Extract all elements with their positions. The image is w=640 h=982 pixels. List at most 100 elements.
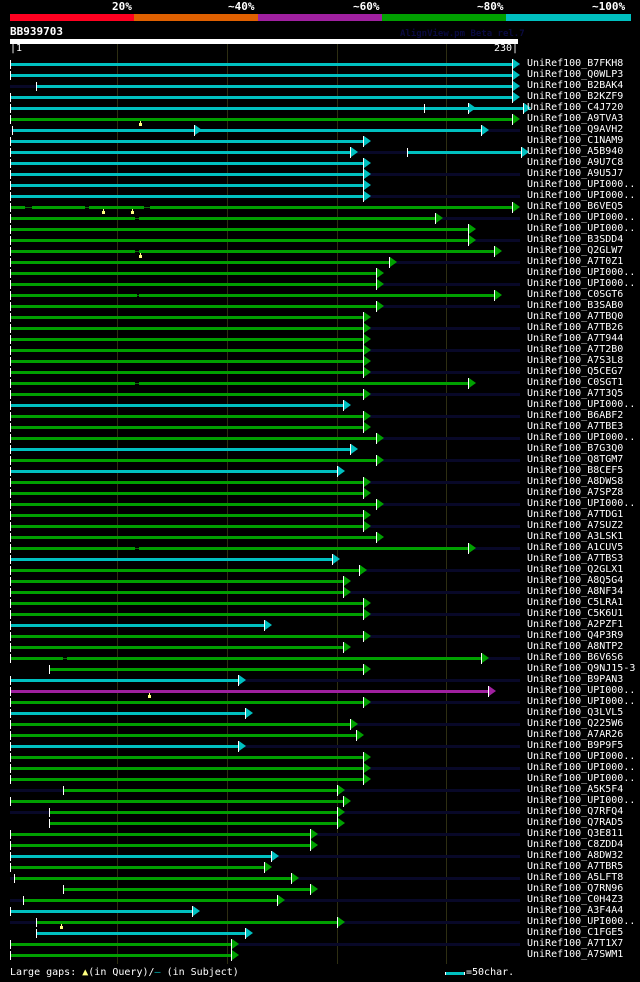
hit-label[interactable]: UniRef100_C0SGT1 (527, 377, 624, 388)
hit-label[interactable]: UniRef100_UPI000.. (527, 223, 636, 234)
hit-label[interactable]: UniRef100_UPI000.. (527, 179, 636, 190)
hit-label[interactable]: UniRef100_UPI000.. (527, 795, 636, 806)
alignment-end-edge (238, 741, 239, 752)
alignment-bar (10, 833, 310, 836)
hit-label[interactable]: UniRef100_UPI000.. (527, 916, 636, 927)
hit-label[interactable]: UniRef100_Q0WLP3 (527, 69, 624, 80)
hit-label[interactable]: UniRef100_A7TBE3 (527, 421, 624, 432)
alignment-start-tick (10, 467, 11, 476)
hit-label[interactable]: UniRef100_A8DW32 (527, 850, 624, 861)
hit-label[interactable]: UniRef100_A7S3L8 (527, 355, 624, 366)
hit-label[interactable]: UniRef100_A7TBS3 (527, 553, 624, 564)
hit-label[interactable]: UniRef100_UPI000.. (527, 278, 636, 289)
hit-label[interactable]: UniRef100_UPI000.. (527, 212, 636, 223)
hit-label[interactable]: UniRef100_A7TB26 (527, 322, 624, 333)
alignment-start-tick (10, 247, 11, 256)
hit-label[interactable]: UniRef100_Q2GLX1 (527, 564, 624, 575)
hit-label[interactable]: UniRef100_A7TBQ0 (527, 311, 624, 322)
alignment-bar (10, 547, 468, 550)
hit-label[interactable]: UniRef100_B3SDD4 (527, 234, 624, 245)
hit-label[interactable]: UniRef100_Q3E811 (527, 828, 624, 839)
hit-label[interactable]: UniRef100_A9TVA3 (527, 113, 624, 124)
hit-label[interactable]: UniRef100_A8DWS8 (527, 476, 624, 487)
hit-label[interactable]: UniRef100_C0SGT6 (527, 289, 624, 300)
hit-label[interactable]: UniRef100_B8CEF5 (527, 465, 624, 476)
hit-label[interactable]: UniRef100_Q5CEG7 (527, 366, 624, 377)
hit-label[interactable]: UniRef100_UPI000.. (527, 762, 636, 773)
hit-label[interactable]: UniRef100_UPI000.. (527, 751, 636, 762)
hit-label[interactable]: UniRef100_C1FGE5 (527, 927, 624, 938)
hit-label[interactable]: UniRef100_Q7RN96 (527, 883, 624, 894)
hit-label[interactable]: UniRef100_UPI000.. (527, 773, 636, 784)
hit-label[interactable]: UniRef100_A7T3Q5 (527, 388, 624, 399)
alignment-start-tick (10, 500, 11, 509)
hit-label[interactable]: UniRef100_B3SAB0 (527, 300, 624, 311)
hit-label[interactable]: UniRef100_A9U7C8 (527, 157, 624, 168)
hit-label[interactable]: UniRef100_B9P9F5 (527, 740, 624, 751)
hit-label[interactable]: UniRef100_UPI000.. (527, 685, 636, 696)
hit-label[interactable]: UniRef100_B2KZF9 (527, 91, 624, 102)
hit-label[interactable]: UniRef100_UPI000.. (527, 267, 636, 278)
hit-label[interactable]: UniRef100_A7T2B0 (527, 344, 624, 355)
hit-label[interactable]: UniRef100_C5LRA1 (527, 597, 624, 608)
hit-label[interactable]: UniRef100_B9PAN3 (527, 674, 624, 685)
hit-label[interactable]: UniRef100_A7T944 (527, 333, 624, 344)
hit-label[interactable]: UniRef100_A8NF34 (527, 586, 624, 597)
hit-label[interactable]: UniRef100_B6V6S6 (527, 652, 624, 663)
alignment-end-arrow-icon (364, 136, 371, 146)
alignment-start-tick (10, 269, 11, 278)
hit-label[interactable]: UniRef100_B7G3Q0 (527, 443, 624, 454)
hit-label[interactable]: UniRef100_C0H4Z3 (527, 894, 624, 905)
hit-label[interactable]: UniRef100_C8ZDD4 (527, 839, 624, 850)
hit-label[interactable]: UniRef100_UPI000.. (527, 432, 636, 443)
hit-label[interactable]: UniRef100_Q9AVH2 (527, 124, 624, 135)
subject-gap-line (25, 207, 32, 208)
alignment-end-arrow-icon (364, 334, 371, 344)
hit-label[interactable]: UniRef100_A9U5J7 (527, 168, 624, 179)
hit-label[interactable]: UniRef100_A3LSK1 (527, 531, 624, 542)
legend-label-60: ~60% (353, 0, 380, 13)
hit-label[interactable]: UniRef100_C1NAM9 (527, 135, 624, 146)
legend-segment-100 (506, 14, 631, 21)
alignment-end-arrow-icon (364, 697, 371, 707)
hit-label[interactable]: UniRef100_A7TBR5 (527, 861, 624, 872)
hit-label[interactable]: UniRef100_A5B940 (527, 146, 624, 157)
hit-label[interactable]: UniRef100_A7AR26 (527, 729, 624, 740)
hit-label[interactable]: UniRef100_Q7RFQ4 (527, 806, 624, 817)
alignment-end-edge (363, 367, 364, 378)
hit-label[interactable]: UniRef100_A2PZF1 (527, 619, 624, 630)
hit-label[interactable]: UniRef100_A8NTP2 (527, 641, 624, 652)
hit-label[interactable]: UniRef100_C5K6U1 (527, 608, 624, 619)
hit-label[interactable]: UniRef100_Q8TGM7 (527, 454, 624, 465)
hit-label[interactable]: UniRef100_Q3LVL5 (527, 707, 624, 718)
hit-label[interactable]: UniRef100_A7SPZ8 (527, 487, 624, 498)
hit-label[interactable]: UniRef100_UPI000.. (527, 190, 636, 201)
hit-label[interactable]: UniRef100_A1CUV5 (527, 542, 624, 553)
hit-label[interactable]: UniRef100_A7T0Z1 (527, 256, 624, 267)
hit-label[interactable]: UniRef100_Q2GLW7 (527, 245, 624, 256)
hit-label[interactable]: UniRef100_A8Q5G4 (527, 575, 624, 586)
hit-label[interactable]: UniRef100_B6VEQ5 (527, 201, 624, 212)
hit-label[interactable]: UniRef100_B7FKH8 (527, 58, 624, 69)
hit-label[interactable]: UniRef100_UPI000.. (527, 399, 636, 410)
alignment-bar (10, 855, 271, 858)
hit-label[interactable]: UniRef100_Q9NJ15-3 (527, 663, 636, 674)
hit-label[interactable]: UniRef100_A3F4A4 (527, 905, 624, 916)
hit-label[interactable]: UniRef100_A7SUZ2 (527, 520, 624, 531)
hit-label[interactable]: UniRef100_A7TDG1 (527, 509, 624, 520)
hit-label[interactable]: UniRef100_A5K5F4 (527, 784, 624, 795)
hit-label[interactable]: UniRef100_A7SWM1 (527, 949, 624, 960)
alignment-bar (10, 338, 363, 341)
hit-label[interactable]: UniRef100_UPI000.. (527, 498, 636, 509)
hit-label[interactable]: UniRef100_UPI000.. (527, 696, 636, 707)
hit-label[interactable]: UniRef100_B6ABF2 (527, 410, 624, 421)
alignment-end-arrow-icon (436, 213, 443, 223)
hit-label[interactable]: UniRef100_A7T1X7 (527, 938, 624, 949)
hit-label[interactable]: UniRef100_Q7RAD5 (527, 817, 624, 828)
hit-label[interactable]: UniRef100_Q4P3R9 (527, 630, 624, 641)
hit-label[interactable]: UniRef100_B2BAK4 (527, 80, 624, 91)
footer-prefix: Large gaps: (10, 967, 83, 978)
hit-label[interactable]: UniRef100_Q225W6 (527, 718, 624, 729)
hit-label[interactable]: UniRef100_C4J720 (527, 102, 624, 113)
hit-label[interactable]: UniRef100_A5LFT8 (527, 872, 624, 883)
